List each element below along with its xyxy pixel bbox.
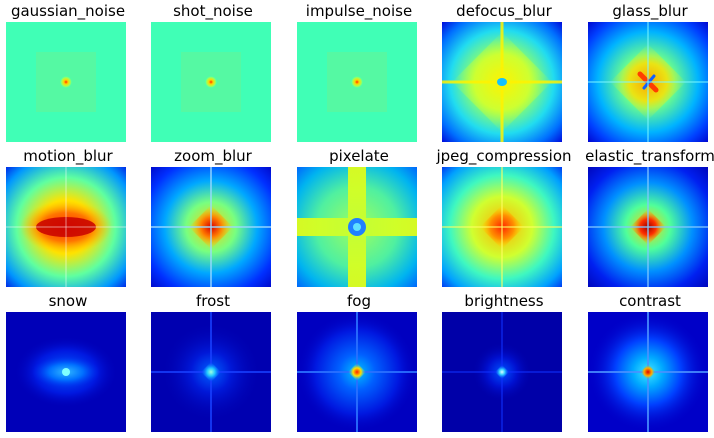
panel-title: pixelate	[329, 147, 389, 165]
heatmap-shot-noise	[151, 22, 271, 142]
heatmap-glass-blur	[588, 22, 708, 142]
panel-brightness: brightness	[442, 290, 566, 435]
panel-fog: fog	[297, 290, 421, 435]
panel-frost: frost	[151, 290, 275, 435]
panel-motion-blur: motion_blur	[6, 145, 130, 290]
panel-glass-blur: glass_blur	[588, 0, 712, 145]
panel-zoom-blur: zoom_blur	[151, 145, 275, 290]
panel-title: elastic_transform	[585, 147, 714, 165]
panel-title: impulse_noise	[305, 2, 413, 20]
heatmap-jpeg-compression	[442, 167, 562, 287]
panel-title: glass_blur	[612, 2, 688, 20]
panel-title: frost	[196, 292, 230, 310]
panel-elastic-transform: elastic_transform	[585, 145, 714, 290]
panel-title: zoom_blur	[174, 147, 252, 165]
heatmap-defocus-blur	[442, 22, 562, 142]
panel-jpeg-compression: jpeg_compression	[436, 145, 572, 290]
panel-title: defocus_blur	[456, 2, 552, 20]
panel-title: fog	[347, 292, 371, 310]
panel-impulse-noise: impulse_noise	[297, 0, 421, 145]
panel-defocus-blur: defocus_blur	[442, 0, 566, 145]
panel-contrast: contrast	[588, 290, 712, 435]
heatmap-fog	[297, 312, 417, 432]
heatmap-zoom-blur	[151, 167, 271, 287]
panel-title: motion_blur	[23, 147, 113, 165]
panel-title: snow	[48, 292, 88, 310]
panel-shot-noise: shot_noise	[151, 0, 275, 145]
panel-pixelate: pixelate	[297, 145, 421, 290]
panel-gaussian-noise: gaussian_noise	[6, 0, 130, 145]
panel-title: contrast	[619, 292, 681, 310]
panel-title: brightness	[464, 292, 544, 310]
heatmap-gaussian-noise	[6, 22, 126, 142]
panel-title: shot_noise	[173, 2, 253, 20]
heatmap-pixelate	[297, 167, 417, 287]
heatmap-impulse-noise	[297, 22, 417, 142]
panel-title: jpeg_compression	[436, 147, 572, 165]
heatmap-contrast	[588, 312, 708, 432]
heatmap-elastic-transform	[588, 167, 708, 287]
heatmap-motion-blur	[6, 167, 126, 287]
panel-title: gaussian_noise	[10, 2, 126, 20]
heatmap-snow	[6, 312, 126, 432]
heatmap-brightness	[442, 312, 562, 432]
panel-snow: snow	[6, 290, 130, 435]
heatmap-frost	[151, 312, 271, 432]
